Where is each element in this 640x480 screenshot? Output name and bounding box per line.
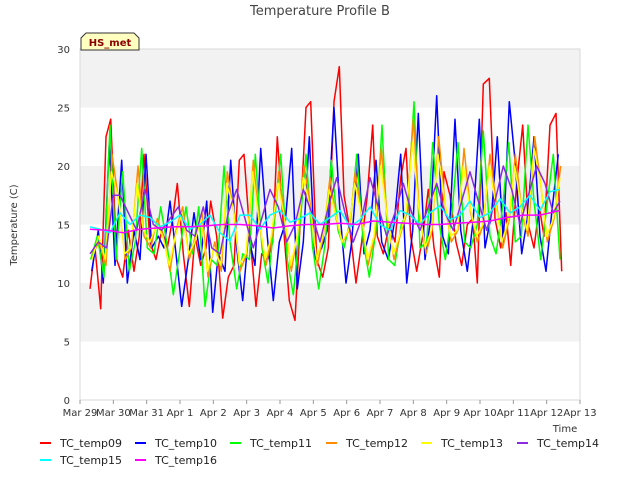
x-tick-label: Apr 11 [497, 408, 530, 419]
badge-box [80, 32, 140, 51]
grid-band [80, 107, 580, 166]
x-tick-label: Apr 10 [463, 408, 496, 419]
x-tick-label: Apr 12 [530, 408, 563, 419]
x-tick-label: Apr 7 [367, 408, 394, 419]
x-tick-label: Mar 29 [63, 408, 98, 419]
grid-band [80, 49, 580, 108]
y-tick-label: 5 [64, 338, 70, 349]
series-line-tc_temp16 [89, 209, 561, 234]
y-tick-label: 25 [57, 104, 70, 115]
x-tick-label: Mar 31 [129, 408, 164, 419]
y-tick-label: 30 [57, 45, 70, 56]
x-tick-label: Mar 30 [96, 408, 131, 419]
series-line-tc_temp09 [89, 65, 563, 322]
x-tick-label: Apr 4 [267, 408, 294, 419]
x-tick-label: Apr 9 [433, 408, 460, 419]
x-axis-label: Time [552, 424, 577, 435]
series-line-tc_temp15 [89, 188, 561, 242]
chart-title: Temperature Profile B [249, 4, 390, 19]
plot-frame [79, 48, 581, 401]
legend-label: TC_temp11 [249, 437, 312, 450]
legend-label: TC_temp14 [536, 437, 599, 450]
legend-label: TC_temp10 [154, 437, 217, 450]
series-lines [89, 65, 563, 322]
legend-label: TC_temp09 [59, 437, 122, 450]
x-tick-label: Apr 13 [563, 408, 596, 419]
x-tick-label: Apr 2 [200, 408, 227, 419]
x-tick-label: Apr 6 [333, 408, 360, 419]
x-tick-label: Apr 3 [233, 408, 260, 419]
y-tick-label: 20 [57, 162, 70, 173]
x-tick-label: Apr 5 [300, 408, 327, 419]
x-tick-label: Apr 8 [400, 408, 427, 419]
legend-label: TC_temp12 [345, 437, 408, 450]
y-tick-label: 10 [57, 279, 70, 290]
legend-label: TC_temp16 [154, 454, 217, 467]
series-line-tc_temp10 [90, 95, 560, 314]
x-tick-label: Apr 1 [167, 408, 194, 419]
grid-band [80, 283, 580, 342]
series-line-tc_temp11 [89, 100, 561, 308]
series-line-tc_temp13 [91, 141, 561, 273]
y-tick-label: 0 [64, 396, 70, 407]
badge-label: HS_met [89, 38, 132, 49]
legend-label: TC_temp13 [440, 437, 503, 450]
legend: TC_temp09 TC_temp10 TC_temp11 TC_temp12 TC_t… [40, 437, 599, 467]
y-axis-label: Temperature (C) [9, 184, 20, 266]
legend-label: TC_temp15 [59, 454, 122, 467]
station-badge: HS_met [80, 32, 140, 51]
grid-band [80, 341, 580, 400]
y-axis-ticks: 0 5 10 15 20 25 30 [57, 45, 70, 407]
y-tick-label: 15 [57, 221, 70, 232]
